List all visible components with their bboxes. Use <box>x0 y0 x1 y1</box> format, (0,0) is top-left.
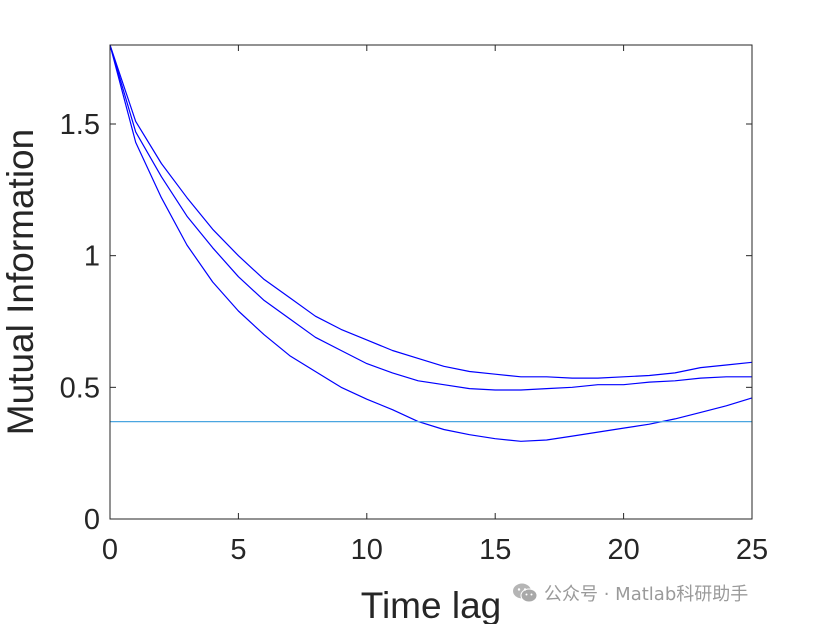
series-line-1 <box>109 44 753 379</box>
y-tick-label: 1.5 <box>60 109 100 141</box>
x-tick-label: 5 <box>230 534 246 566</box>
ticks-layer: 0 5 10 15 20 25 0 0.5 1 1.5 <box>60 45 768 566</box>
wechat-icon <box>513 583 538 603</box>
y-tick-label: 0 <box>84 504 100 536</box>
x-tick-label: 25 <box>736 534 768 566</box>
series-line-2 <box>109 44 752 391</box>
x-tick-label: 15 <box>479 534 511 566</box>
series-line-3 <box>109 44 753 442</box>
x-tick-label: 20 <box>607 534 639 566</box>
series-layer <box>109 44 753 442</box>
x-axis-label: Time lag <box>361 585 502 624</box>
x-tick-label: 0 <box>102 534 118 566</box>
watermark: 公众号 · Matlab科研助手 <box>512 578 748 608</box>
y-tick-label: 1 <box>84 241 100 273</box>
y-tick-label: 0.5 <box>60 372 100 404</box>
y-axis-label: Mutual Information <box>0 129 41 435</box>
watermark-text: 公众号 · Matlab科研助手 <box>544 584 749 605</box>
x-tick-label: 10 <box>351 534 383 566</box>
plot-frame <box>109 44 753 520</box>
